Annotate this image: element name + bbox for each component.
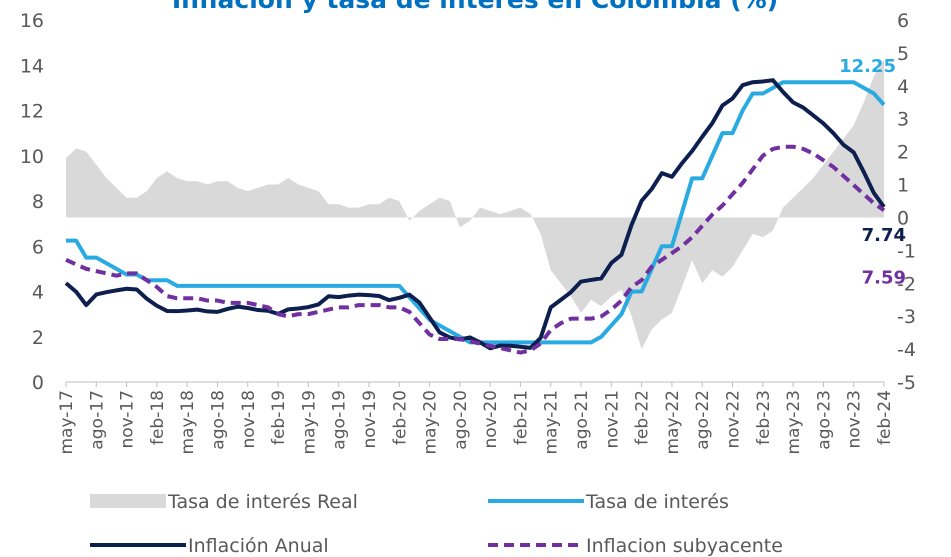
x-tick-label: nov-20 [481, 390, 501, 449]
y-tick-label: 14 [20, 55, 44, 77]
data-label: 7.59 [862, 267, 906, 288]
legend-label: Tasa de interés [585, 491, 729, 513]
x-tick-label: nov-23 [845, 390, 865, 449]
y2-tick-label: -1 [897, 240, 916, 262]
y2-tick-label: -5 [897, 372, 916, 394]
x-tick-label: may-18 [178, 390, 198, 455]
y2-tick-label: 1 [897, 175, 909, 197]
chart-title: Inflación y tasa de interés en Colombia … [172, 0, 778, 14]
x-tick-label: ago-21 [572, 390, 592, 450]
legend-label: Inflacion subyacente [586, 535, 783, 557]
x-tick-label: feb-18 [148, 390, 168, 445]
x-tick-label: nov-19 [360, 390, 380, 449]
y2-tick-label: 6 [897, 10, 909, 32]
x-tick-label: may-19 [299, 390, 319, 455]
y-tick-label: 6 [32, 236, 44, 258]
x-tick-label: nov-18 [239, 390, 259, 449]
x-tick-label: may-22 [663, 390, 683, 455]
legend-swatch [90, 494, 166, 508]
x-tick-label: feb-24 [875, 390, 895, 445]
x-tick-label: ago-20 [451, 390, 471, 450]
y-tick-label: 0 [32, 372, 44, 394]
x-tick-label: may-20 [421, 390, 441, 455]
line [64, 78, 886, 351]
y2-tick-label: 2 [897, 142, 909, 164]
y-tick-label: 12 [20, 101, 44, 123]
area [66, 59, 884, 350]
data-label: 12.25 [839, 56, 896, 77]
x-tick-label: ago-22 [693, 390, 713, 450]
y-tick-label: 8 [32, 191, 44, 213]
legend-label: Tasa de interés Real [167, 491, 358, 513]
y-tick-label: 4 [32, 282, 44, 304]
y2-tick-label: -2 [897, 273, 916, 295]
y2-tick-label: -4 [897, 339, 916, 361]
y-tick-label: 10 [20, 146, 44, 168]
legend-label: Inflación Anual [188, 535, 329, 557]
y2-tick-label: 5 [897, 43, 909, 65]
line [65, 144, 886, 355]
y2-tick-label: 3 [897, 109, 909, 131]
y2-tick-label: 4 [897, 76, 909, 98]
x-tick-label: feb-21 [511, 390, 531, 445]
x-tick-label: feb-22 [633, 390, 653, 445]
x-tick-label: may-17 [57, 390, 77, 455]
x-tick-label: ago-17 [87, 390, 107, 450]
data-label: 7.74 [862, 225, 906, 246]
x-tick-label: nov-22 [724, 390, 744, 449]
y-tick-label: 2 [32, 327, 44, 349]
x-tick-label: may-21 [542, 390, 562, 455]
y2-tick-label: -3 [897, 306, 916, 328]
y2-tick-label: 0 [897, 207, 909, 229]
x-tick-label: feb-23 [754, 390, 774, 445]
x-tick-label: ago-23 [814, 390, 834, 450]
x-tick-label: ago-19 [330, 390, 350, 450]
y-tick-label: 16 [20, 10, 44, 32]
x-tick-label: nov-21 [602, 390, 622, 449]
x-tick-label: may-23 [784, 390, 804, 455]
x-tick-label: feb-19 [269, 390, 289, 445]
x-tick-label: ago-18 [208, 390, 228, 450]
x-tick-label: nov-17 [118, 390, 138, 449]
x-tick-label: feb-20 [390, 390, 410, 445]
